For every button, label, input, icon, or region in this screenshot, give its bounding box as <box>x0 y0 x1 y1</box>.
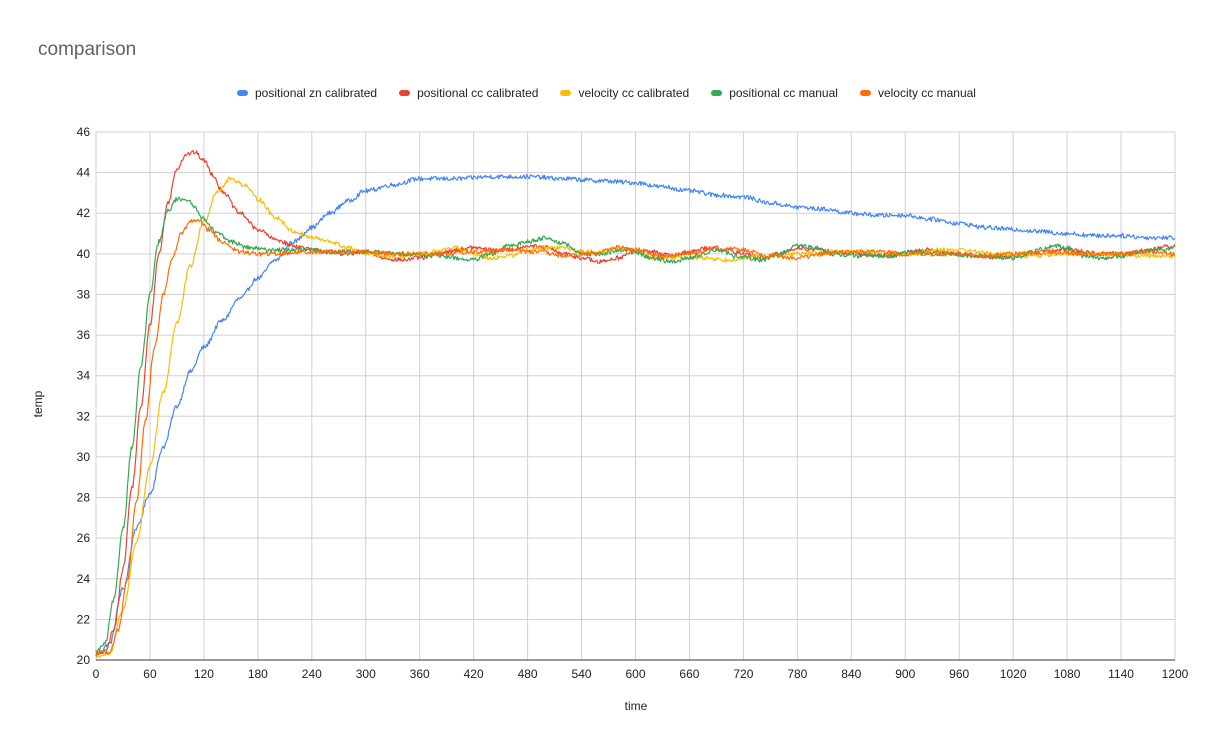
x-tick-label: 1200 <box>1162 667 1189 681</box>
legend-item-positional-cc-calibrated[interactable]: positional cc calibrated <box>399 86 538 100</box>
x-tick-label: 300 <box>356 667 376 681</box>
legend-label: positional zn calibrated <box>255 86 378 100</box>
x-tick-label: 540 <box>572 667 592 681</box>
x-tick-label: 120 <box>194 667 214 681</box>
y-tick-label: 30 <box>77 450 91 464</box>
legend-swatch-icon <box>711 90 723 96</box>
legend: positional zn calibrated positional cc c… <box>0 86 1213 100</box>
y-tick-label: 28 <box>77 491 91 505</box>
x-tick-label: 840 <box>841 667 861 681</box>
y-tick-label: 42 <box>77 206 91 220</box>
x-tick-label: 660 <box>679 667 699 681</box>
legend-swatch-icon <box>399 90 411 96</box>
y-tick-label: 40 <box>77 247 91 261</box>
y-tick-label: 36 <box>77 328 91 342</box>
series-line-positional-zn-calibrated <box>95 174 1176 658</box>
legend-item-positional-zn-calibrated[interactable]: positional zn calibrated <box>237 86 377 100</box>
x-tick-label: 1020 <box>1000 667 1027 681</box>
series-lines <box>95 149 1176 659</box>
y-tick-label: 44 <box>77 166 91 180</box>
legend-item-positional-cc-manual[interactable]: positional cc manual <box>711 86 838 100</box>
x-tick-label: 900 <box>895 667 915 681</box>
x-tick-label: 360 <box>410 667 430 681</box>
x-tick-label: 420 <box>464 667 484 681</box>
x-tick-label: 960 <box>949 667 969 681</box>
series-line-positional-cc-manual <box>95 196 1176 655</box>
legend-swatch-icon <box>237 90 248 96</box>
legend-swatch-icon <box>560 90 572 96</box>
y-tick-label: 38 <box>77 287 91 301</box>
legend-item-velocity-cc-calibrated[interactable]: velocity cc calibrated <box>560 86 689 100</box>
legend-swatch-icon <box>859 90 871 96</box>
y-tick-label: 34 <box>77 369 91 383</box>
series-line-velocity-cc-manual <box>95 218 1176 655</box>
x-tick-label: 180 <box>248 667 268 681</box>
x-axis-label: time <box>624 699 648 713</box>
x-tick-label: 0 <box>93 667 100 681</box>
grid <box>95 131 1176 661</box>
legend-label: velocity cc manual <box>877 86 976 100</box>
y-tick-label: 22 <box>77 612 91 626</box>
x-tick-label: 240 <box>302 667 322 681</box>
x-tick-label: 480 <box>518 667 538 681</box>
x-tick-label: 60 <box>143 667 157 681</box>
legend-item-velocity-cc-manual[interactable]: velocity cc manual <box>859 86 976 100</box>
y-tick-label: 32 <box>77 409 91 423</box>
y-tick-label: 24 <box>77 572 91 586</box>
legend-label: velocity cc calibrated <box>578 86 690 100</box>
x-tick-label: 720 <box>733 667 753 681</box>
x-tick-label: 780 <box>787 667 807 681</box>
legend-label: positional cc calibrated <box>417 86 539 100</box>
chart-title: comparison <box>38 39 137 60</box>
y-tick-label: 20 <box>77 653 91 667</box>
x-tick-label: 1140 <box>1108 667 1134 681</box>
legend-label: positional cc manual <box>729 86 838 100</box>
y-tick-label: 46 <box>77 125 91 139</box>
x-tick-label: 1080 <box>1054 667 1081 681</box>
x-tick-label: 600 <box>625 667 645 681</box>
y-tick-label: 26 <box>77 531 91 545</box>
tick-labels: 0 60 120 180 240 300 360 420 480 540 600 660 720 780 8… <box>77 125 1189 681</box>
